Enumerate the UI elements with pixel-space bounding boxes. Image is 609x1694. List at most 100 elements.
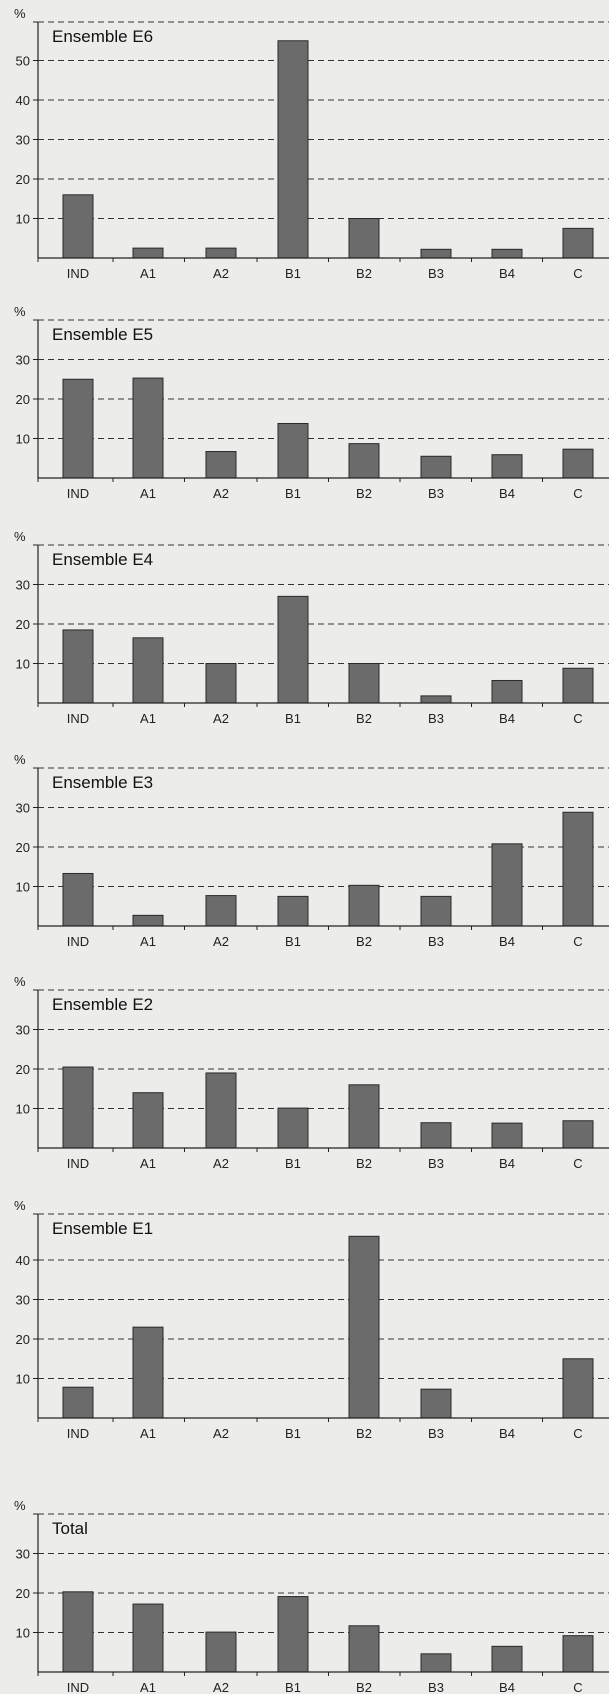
bar-b1 <box>277 895 309 927</box>
y-tick-label: 30 <box>16 1023 30 1038</box>
x-tick-label: B1 <box>285 486 301 501</box>
bar-ind <box>62 1591 94 1673</box>
bar-b3 <box>420 1388 452 1419</box>
bar-a1 <box>132 247 164 259</box>
bar-ind <box>62 1066 94 1149</box>
y-tick-label: 50 <box>16 54 30 69</box>
y-axis-label: % <box>14 974 26 989</box>
bar-a1 <box>132 637 164 704</box>
x-tick-label: B4 <box>499 486 515 501</box>
bar-b3 <box>420 695 452 704</box>
chart-panel-6: 10 20 30 40% Ensemble E1 IND A1 A2 B1 B2 B3 B4 C <box>14 1198 609 1441</box>
y-axis-label: % <box>14 529 26 544</box>
x-tick-label: A2 <box>213 1426 229 1441</box>
x-tick-label: B4 <box>499 934 515 949</box>
y-tick-label: 30 <box>16 133 30 148</box>
chart-title: Ensemble E1 <box>52 1219 153 1238</box>
bar-a1 <box>132 1326 164 1419</box>
bar-b2 <box>348 884 380 927</box>
bar-a2 <box>205 247 237 259</box>
chart-title: Ensemble E5 <box>52 325 153 344</box>
x-tick-label: IND <box>67 1156 89 1171</box>
bar-b1 <box>277 1107 309 1149</box>
bar-ind <box>62 629 94 704</box>
x-tick-label: C <box>573 1680 582 1694</box>
x-tick-label: B3 <box>428 486 444 501</box>
bar-b4 <box>491 248 523 259</box>
x-tick-label: B2 <box>356 1426 372 1441</box>
y-tick-label: 40 <box>16 93 30 108</box>
x-tick-label: A1 <box>140 711 156 726</box>
y-tick-label: 30 <box>16 801 30 816</box>
x-tick-label: A1 <box>140 1156 156 1171</box>
y-tick-label: 20 <box>16 172 30 187</box>
x-tick-label: B3 <box>428 266 444 281</box>
x-tick-label: B3 <box>428 1426 444 1441</box>
bar-b2 <box>348 443 380 479</box>
bar-b3 <box>420 895 452 927</box>
chart-panel-3: 10 20 30% Ensemble E4 IND A1 A2 B1 B2 B3 B4 C <box>14 529 609 726</box>
x-tick-label: B3 <box>428 934 444 949</box>
x-tick-label: B1 <box>285 1426 301 1441</box>
x-tick-label: A1 <box>140 1680 156 1694</box>
chart-panel-2: 10 20 30% Ensemble E5 IND A1 A2 B1 B2 B3 B4 C <box>14 304 609 501</box>
bar-b1 <box>277 40 309 259</box>
bar-a2 <box>205 663 237 704</box>
y-tick-label: 20 <box>16 1586 30 1601</box>
bar-a1 <box>132 1092 164 1149</box>
y-axis-label: % <box>14 6 26 21</box>
y-tick-label: 30 <box>16 1547 30 1562</box>
bar-b3 <box>420 455 452 479</box>
x-tick-label: C <box>573 934 582 949</box>
bar-b2 <box>348 1625 380 1673</box>
bar-c <box>562 667 594 704</box>
bar-a2 <box>205 451 237 479</box>
chart-panel-4: 10 20 30% Ensemble E3 IND A1 A2 B1 B2 B3 B4 C <box>14 752 609 949</box>
y-tick-label: 30 <box>16 578 30 593</box>
chart-title: Ensemble E2 <box>52 995 153 1014</box>
x-tick-label: B2 <box>356 1156 372 1171</box>
x-tick-label: B4 <box>499 711 515 726</box>
y-tick-label: 10 <box>16 1372 30 1387</box>
y-tick-label: 20 <box>16 840 30 855</box>
x-tick-label: B1 <box>285 1680 301 1694</box>
x-tick-label: A1 <box>140 486 156 501</box>
y-tick-label: 10 <box>16 880 30 895</box>
x-tick-label: A2 <box>213 1156 229 1171</box>
x-tick-label: IND <box>67 266 89 281</box>
y-tick-label: 20 <box>16 392 30 407</box>
bar-ind <box>62 872 94 927</box>
y-tick-label: 30 <box>16 1293 30 1308</box>
y-axis-label: % <box>14 304 26 319</box>
x-tick-label: B3 <box>428 1156 444 1171</box>
bar-b2 <box>348 1084 380 1149</box>
bar-b4 <box>491 454 523 479</box>
x-tick-label: B3 <box>428 1680 444 1694</box>
x-tick-label: A2 <box>213 711 229 726</box>
bar-c <box>562 1120 594 1149</box>
y-axis-label: % <box>14 1498 26 1513</box>
bar-a1 <box>132 1603 164 1673</box>
x-tick-label: IND <box>67 1426 89 1441</box>
x-tick-label: B1 <box>285 1156 301 1171</box>
chart-title: Ensemble E3 <box>52 773 153 792</box>
chart-title: Ensemble E6 <box>52 27 153 46</box>
chart-panel-7: 10 20 30% Total IND A1 A2 B1 B2 B3 B4 C <box>14 1498 609 1694</box>
bar-a1 <box>132 914 164 927</box>
x-tick-label: B2 <box>356 711 372 726</box>
x-tick-label: B2 <box>356 266 372 281</box>
x-tick-label: B2 <box>356 934 372 949</box>
bar-c <box>562 227 594 259</box>
y-axis-label: % <box>14 752 26 767</box>
y-tick-label: 10 <box>16 432 30 447</box>
x-tick-label: A1 <box>140 1426 156 1441</box>
x-tick-label: IND <box>67 711 89 726</box>
x-tick-label: C <box>573 1156 582 1171</box>
y-tick-label: 10 <box>16 657 30 672</box>
y-tick-label: 30 <box>16 353 30 368</box>
y-tick-label: 20 <box>16 1332 30 1347</box>
bar-b1 <box>277 595 309 704</box>
x-tick-label: A2 <box>213 486 229 501</box>
bar-b2 <box>348 218 380 259</box>
bar-ind <box>62 194 94 259</box>
